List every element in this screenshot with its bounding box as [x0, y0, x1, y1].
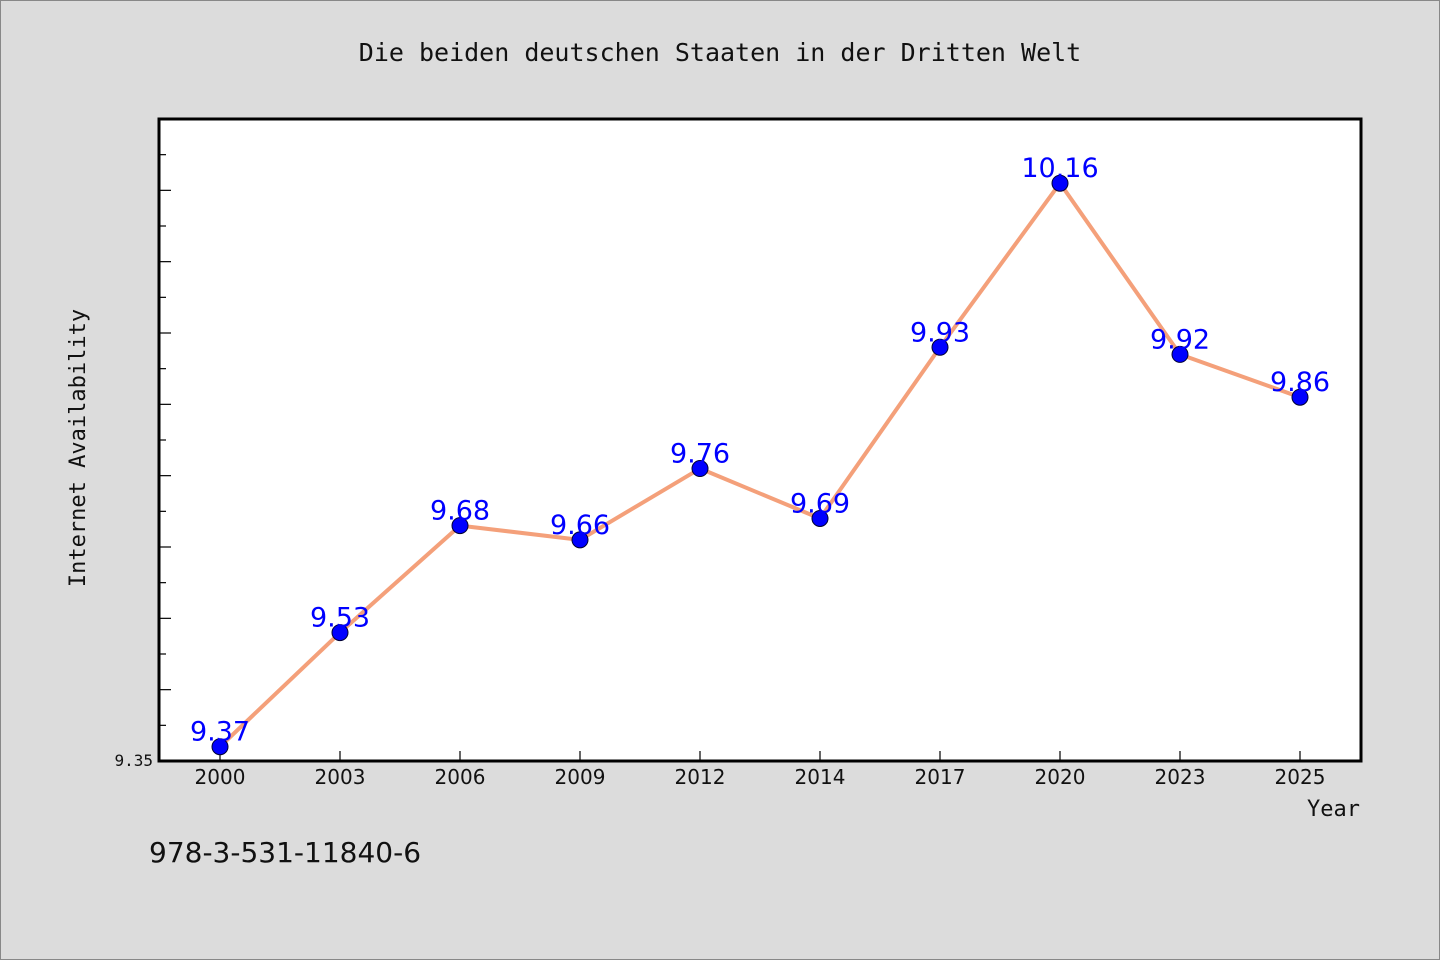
- y-axis-label: Internet Availability: [66, 309, 91, 587]
- x-tick-label: 2000: [195, 765, 246, 789]
- chart-title: Die beiden deutschen Staaten in der Drit…: [359, 38, 1081, 67]
- data-point: [691, 460, 709, 478]
- x-axis-ticks: 2000 2003 2006 2009 2012 2014 2017 2020 2023 2025: [195, 751, 1326, 789]
- data-point: [811, 509, 829, 527]
- x-tick-label: 2003: [315, 765, 366, 789]
- data-label: 9.66: [550, 510, 610, 541]
- data-label: 9.37: [190, 717, 250, 748]
- data-label: 10.16: [1021, 153, 1098, 184]
- data-labels: 9.37 9.53 9.68 9.66 9.76 9.69 9.93 10.16 9.92 9.8…: [190, 153, 1330, 748]
- plot-area: [159, 119, 1361, 761]
- x-tick-label: 2012: [675, 765, 726, 789]
- x-tick-label: 2025: [1275, 765, 1326, 789]
- series-markers: [211, 174, 1309, 756]
- x-tick-label: 2017: [915, 765, 966, 789]
- x-tick-label: 2020: [1035, 765, 1086, 789]
- data-point: [571, 531, 589, 549]
- plot-frame: [157, 117, 1363, 763]
- data-point: [211, 738, 229, 756]
- data-label: 9.76: [670, 439, 730, 470]
- x-axis-label: Year: [1307, 797, 1360, 822]
- data-point: [1291, 388, 1309, 406]
- data-label: 9.92: [1150, 324, 1210, 355]
- data-label: 9.53: [310, 603, 370, 634]
- x-tick-label: 2014: [795, 765, 846, 789]
- data-point: [331, 624, 349, 642]
- y-tick-label: 9.35: [114, 751, 153, 770]
- data-label: 9.68: [430, 496, 490, 527]
- x-tick-label: 2023: [1155, 765, 1206, 789]
- data-label: 9.86: [1270, 367, 1330, 398]
- x-tick-label: 2009: [555, 765, 606, 789]
- isbn-text: 978-3-531-11840-6: [149, 836, 421, 869]
- data-point: [1051, 174, 1069, 192]
- series-line: [218, 181, 1302, 749]
- data-point: [451, 517, 469, 535]
- data-point: [1171, 345, 1189, 363]
- data-label: 9.69: [790, 488, 850, 519]
- data-label: 9.93: [910, 317, 970, 348]
- data-point: [931, 338, 949, 356]
- x-tick-label: 2006: [435, 765, 486, 789]
